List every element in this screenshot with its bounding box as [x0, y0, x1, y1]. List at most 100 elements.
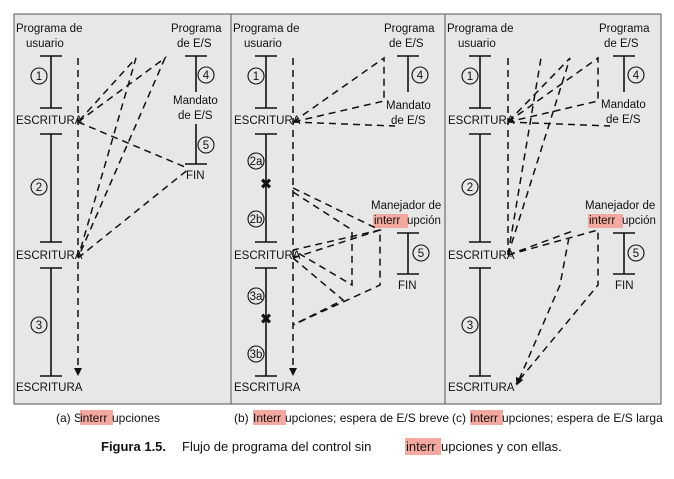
panel-a-io-program-label-1: Programa — [171, 23, 222, 35]
panel-c-flow-io — [507, 56, 611, 127]
panel-c-write-1: ESCRITURA — [448, 115, 515, 127]
panel-b-caption-suffix: upciones; espera de E/S breve — [285, 411, 449, 425]
panel-b-handler-bar — [397, 232, 419, 275]
panel-c-step-1-circle — [461, 67, 479, 85]
panel-b-user-program-bar — [255, 55, 277, 377]
panel-b-command-1: Mandato — [386, 100, 431, 112]
panel-c-step-2: 2 — [467, 182, 473, 194]
panel-b-caption-highlight-text: Interr — [253, 411, 281, 425]
panel-c-command-2: de E/S — [606, 114, 641, 126]
panel-c-step-3: 3 — [467, 320, 473, 332]
panel-b-io-program-label-2: de E/S — [389, 38, 424, 50]
panel-a-caption: (a) Sin interr upciones — [56, 410, 160, 425]
panel-b-step-3b-circle — [247, 345, 265, 363]
panel-b: Programa de usuario Programa de E/S 1 2a… — [233, 23, 441, 394]
panel-b-write-1: ESCRITURA — [234, 115, 301, 127]
panel-b-handler-label-2: interr — [374, 215, 400, 227]
panel-b-flow-io-2 — [292, 121, 396, 127]
panel-b-io-program-bar — [397, 55, 419, 92]
panel-b-handler-label-3: upción — [407, 215, 441, 227]
figure-caption: Figura 1.5. Flujo de programa del contro… — [101, 438, 562, 455]
panel-a-step-5: 5 — [203, 140, 209, 152]
panel-c-handler-highlight — [588, 214, 623, 228]
panel-b-flow-int-1 — [292, 187, 383, 287]
panel-a-step-1-circle — [30, 67, 48, 85]
panel-a-command-1: Mandato — [173, 95, 218, 107]
panel-a-step-5-circle — [197, 136, 215, 154]
panel-a-user-program-label-1: Programa de — [16, 23, 82, 35]
panel-a-caption-highlight — [80, 410, 113, 425]
panel-b-step-1: 1 — [253, 71, 259, 83]
panel-b-caption-highlight — [253, 410, 286, 425]
panel-c-flow-int — [507, 229, 599, 384]
panel-c-frame — [444, 13, 662, 405]
panel-a-write-1: ESCRITURA — [16, 115, 83, 127]
panel-b-step-3a-circle — [247, 287, 265, 305]
panel-c-step-5: 5 — [633, 248, 639, 260]
panel-c-step-4: 4 — [633, 70, 640, 82]
panel-c-step-3-circle — [461, 316, 479, 334]
panel-c-caption-highlight-text: Interr — [470, 411, 498, 425]
panel-a-user-program-bar — [40, 55, 62, 377]
figure-caption-prefix: Flujo de programa del control sin — [182, 439, 371, 454]
panel-b-handler-label-1: Manejador de — [371, 200, 441, 212]
panel-b-end: FIN — [398, 280, 417, 292]
panel-c-flow-long-wait — [507, 57, 571, 256]
panel-a-flow-2 — [77, 121, 191, 259]
panel-a-step-3: 3 — [36, 320, 42, 332]
panel-c-user-program-label-1: Programa de — [447, 23, 513, 35]
panel-b-command-2: de E/S — [391, 115, 426, 127]
panel-b-step-5-circle — [412, 244, 430, 262]
panel-c-user-program-bar — [469, 55, 491, 377]
panel-b-step-4: 4 — [417, 70, 424, 82]
panel-a-write-2: ESCRITURA — [16, 250, 83, 262]
figure-caption-label: Figura 1.5. — [101, 439, 166, 454]
panel-c-handler-bar — [613, 232, 635, 275]
panel-b-write-3: ESCRITURA — [234, 382, 301, 394]
panel-b-caption-prefix: (b) — [234, 411, 249, 425]
panel-c-command-1: Mandato — [601, 99, 646, 111]
panel-b-step-2a: 2a — [250, 156, 263, 168]
panel-a-step-1: 1 — [36, 71, 42, 83]
panel-b-step-5: 5 — [418, 248, 424, 260]
panel-a-io-program-label-2: de E/S — [177, 38, 212, 50]
figure-caption-highlight-text: interr — [406, 439, 436, 454]
panel-b-user-program-label-2: usuario — [244, 38, 282, 50]
panel-b-step-4-circle — [411, 66, 429, 84]
panel-c-caption-highlight — [470, 410, 503, 425]
panel-c-write-2: ESCRITURA — [448, 250, 515, 262]
panel-c-handler-label-1: Manejador de — [585, 200, 655, 212]
panel-a-step-4-circle — [197, 66, 215, 84]
figure-caption-highlight — [405, 438, 441, 455]
panel-b-flow-int-2 — [292, 228, 381, 326]
panel-b-write-2: ESCRITURA — [234, 250, 301, 262]
panel-a-user-program-label-2: usuario — [26, 38, 64, 50]
panel-a-caption-highlight-text: interr — [80, 411, 107, 425]
panel-a-io-program-bar — [185, 55, 207, 165]
panel-b-caption: (b) Interr upciones; espera de E/S breve — [234, 410, 449, 425]
panel-b-interrupt-mark-1: ✖ — [260, 175, 273, 193]
panel-c-step-2-circle — [461, 178, 479, 196]
panel-c-write-3: ESCRITURA — [448, 382, 515, 394]
panel-c-handler-label-3: upción — [622, 215, 656, 227]
panel-c-io-program-label-1: Programa — [599, 23, 650, 35]
panel-c-caption-prefix: (c) — [452, 411, 466, 425]
panel-b-io-program-label-1: Programa — [384, 23, 435, 35]
panel-a-step-2: 2 — [36, 182, 42, 194]
panel-a-write-3: ESCRITURA — [16, 382, 83, 394]
panel-a-step-4: 4 — [203, 70, 210, 82]
panel-c-io-program-bar — [613, 55, 635, 92]
panel-c-caption-suffix: upciones; espera de E/S larga — [502, 411, 663, 425]
panel-a-step-2-circle — [30, 178, 48, 196]
panel-b-step-3b: 3b — [250, 349, 263, 361]
panel-a-caption-suffix: upciones — [112, 411, 160, 425]
panel-a-command-2: de E/S — [178, 110, 213, 122]
panel-c-user-program-label-2: usuario — [458, 38, 496, 50]
panel-b-handler-highlight — [373, 214, 408, 228]
panel-b-step-2a-circle — [247, 152, 265, 170]
panel-c-step-4-circle — [627, 66, 645, 84]
panel-a-step-3-circle — [30, 316, 48, 334]
panel-c-step-5-circle — [627, 244, 645, 262]
panel-b-user-program-label-1: Programa de — [233, 23, 299, 35]
